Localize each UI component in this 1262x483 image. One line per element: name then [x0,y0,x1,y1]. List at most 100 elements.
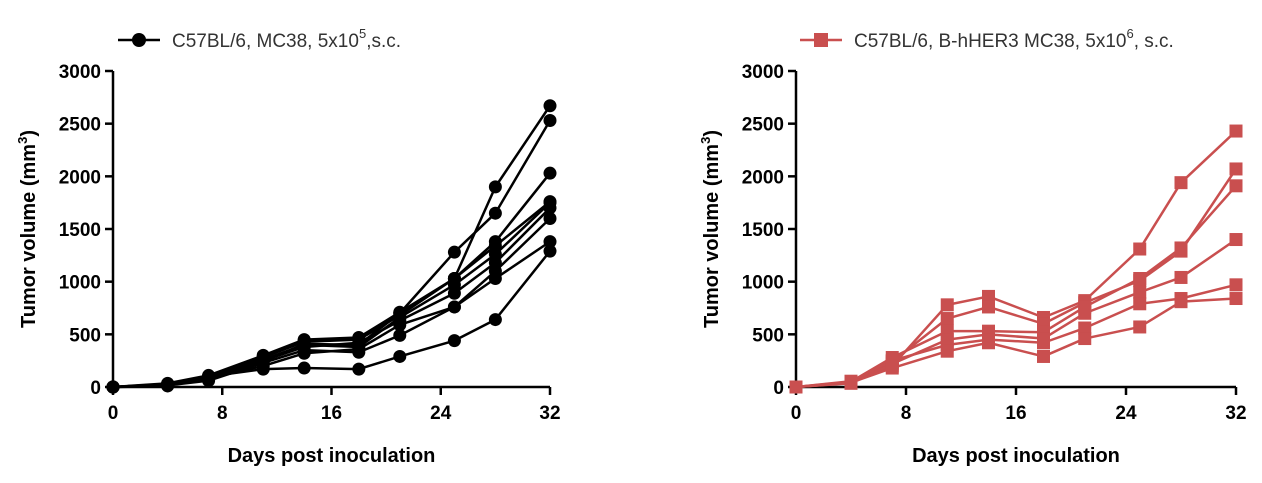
y-tick-label: 500 [752,325,784,346]
data-point [543,195,557,209]
data-point [297,333,311,347]
y-tick-label: 1000 [59,273,101,294]
data-point [1133,297,1147,311]
data-point [1078,306,1092,320]
data-point [1229,233,1243,247]
series-line [112,105,552,389]
x-axis-title: Days post inoculation [912,445,1120,467]
series-line [795,283,1237,389]
y-axis-title: Tumor volume (mm3) [698,130,723,328]
data-point [447,272,461,286]
data-point [543,235,557,249]
data-point [1133,242,1147,256]
y-tick-label: 2500 [59,115,101,136]
data-point [256,348,270,362]
y-tick-label: 3000 [742,62,784,83]
data-point [1133,272,1147,286]
legend-marker [814,33,828,47]
series-6 [789,292,1243,394]
legend-marker [132,33,146,47]
series-line [795,297,1237,389]
data-point [1078,321,1092,335]
x-tick-label: 16 [1005,403,1026,424]
legend-label: C57BL/6, MC38, 5x105,s.c. [172,26,401,52]
chart-1: 0 500 1000 1500 2000 2500 3000 0 8 16 24 32 Days pos… [15,26,561,467]
x-tick-label: 32 [1225,403,1246,424]
data-point [543,166,557,180]
data-point [1078,332,1092,346]
data-point [1229,124,1243,138]
data-point [543,99,557,113]
data-point [982,300,995,314]
data-point [789,380,803,394]
data-point [488,206,502,220]
data-point [488,180,502,194]
data-point [447,334,461,348]
chart-2: 0 500 1000 1500 2000 2500 3000 0 8 16 24 32 Days pos… [698,26,1247,467]
data-point [447,300,461,314]
data-point [940,298,954,312]
x-tick-label: 0 [791,403,802,424]
series-3 [789,179,1243,394]
x-tick-label: 16 [321,403,342,424]
data-point [488,235,502,249]
data-point [352,330,366,344]
data-point [393,305,407,319]
series-6 [106,195,557,394]
x-tick-label: 24 [430,403,452,424]
data-point [543,244,557,258]
data-point [1133,320,1147,334]
legend: C57BL/6, MC38, 5x105,s.c. [118,26,401,52]
data-point [982,289,995,303]
series-3 [106,211,557,394]
series-line [795,184,1237,389]
y-tick-label: 1500 [59,220,101,241]
data-point [1174,270,1188,284]
data-point [844,376,858,390]
data-point [1174,241,1188,255]
data-point [982,336,995,350]
legend: C57BL/6, B-hHER3 MC38, 5x106, s.c. [800,26,1174,52]
data-point [543,114,557,128]
x-tick-label: 0 [108,403,119,424]
data-point [1229,292,1243,306]
data-point [161,376,175,390]
data-point [1037,349,1050,363]
y-tick-label: 2000 [59,167,101,188]
series-line [112,201,551,389]
series-line [112,207,551,389]
x-axis-title: Days post inoculation [228,445,436,467]
data-point [940,344,954,358]
data-point [393,328,407,342]
x-tick-label: 8 [217,403,228,424]
data-point [393,349,407,363]
series-line [112,200,551,389]
y-tick-label: 0 [773,378,784,399]
data-point [1133,285,1147,299]
data-point [297,361,311,375]
y-tick-label: 1500 [742,220,784,241]
data-point [940,312,954,326]
y-tick-label: 500 [69,325,101,346]
data-point [1229,162,1243,176]
series-line [112,217,551,389]
data-point [447,245,461,259]
x-tick-label: 24 [1115,403,1137,424]
data-point [1229,179,1243,193]
x-tick-label: 32 [539,403,560,424]
data-point [202,368,216,382]
data-point [1174,295,1188,309]
data-point [106,380,120,394]
y-tick-label: 2500 [742,115,784,136]
data-point [1229,278,1243,292]
legend-label: C57BL/6, B-hHER3 MC38, 5x106, s.c. [854,26,1174,52]
series-1 [789,124,1243,394]
series-5 [106,196,557,394]
series-4 [106,201,557,394]
y-axis-title: Tumor volume (mm3) [15,130,40,328]
y-tick-label: 0 [90,378,101,399]
data-point [1037,336,1050,350]
data-point [1174,176,1188,190]
